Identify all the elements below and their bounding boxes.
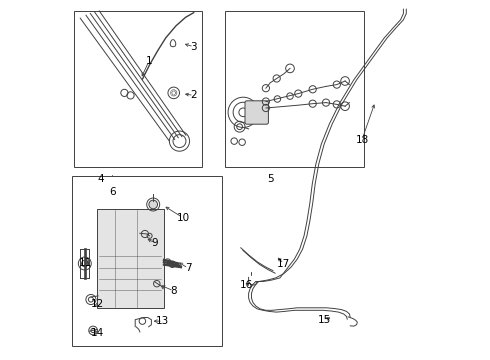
Text: 18: 18 [355, 135, 368, 145]
Text: 13: 13 [156, 316, 170, 326]
Text: 4: 4 [97, 174, 103, 184]
Text: 1: 1 [146, 56, 152, 66]
Text: 15: 15 [318, 315, 331, 325]
Text: 7: 7 [185, 263, 192, 273]
Text: 5: 5 [268, 174, 274, 184]
Text: 8: 8 [171, 286, 177, 296]
FancyBboxPatch shape [245, 101, 269, 124]
Text: 12: 12 [91, 299, 104, 309]
FancyBboxPatch shape [98, 209, 164, 308]
Text: 6: 6 [109, 186, 116, 197]
Text: 11: 11 [79, 258, 93, 268]
Bar [72, 176, 221, 346]
Text: 9: 9 [152, 238, 158, 248]
Text: 16: 16 [240, 280, 253, 290]
Circle shape [149, 200, 157, 209]
Text: 14: 14 [91, 328, 104, 338]
Bar [74, 11, 202, 167]
Text: 3: 3 [191, 42, 197, 52]
Text: 2: 2 [191, 90, 197, 100]
Bar [225, 11, 364, 167]
Text: 10: 10 [176, 213, 190, 223]
Text: 17: 17 [277, 258, 291, 269]
